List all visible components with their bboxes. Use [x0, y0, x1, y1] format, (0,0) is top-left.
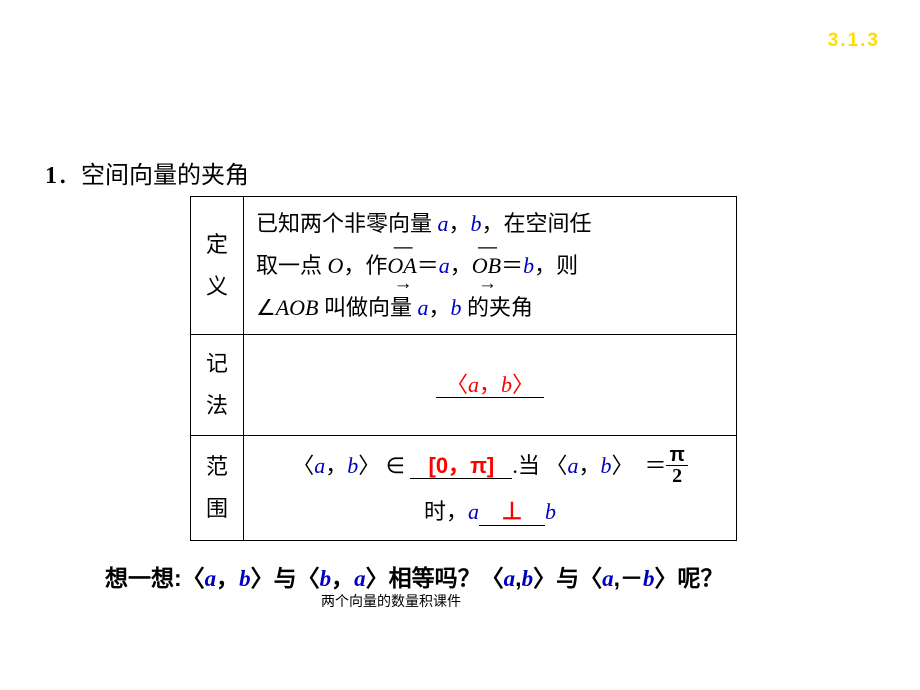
denominator: 2	[666, 466, 687, 486]
table-row: 记 法 〈a，b〉	[191, 335, 737, 436]
comma: ，	[331, 565, 354, 591]
vector-b: b	[239, 566, 251, 591]
bracket: 〈	[545, 453, 567, 478]
vector-b: b	[320, 566, 332, 591]
text: 〉与〈	[251, 565, 320, 591]
label-char: 围	[197, 488, 237, 530]
bracket: 〉	[358, 453, 380, 478]
vector-a: a	[468, 372, 479, 397]
vector-b: b	[522, 566, 534, 591]
vector-a: a	[314, 453, 325, 478]
table-row: 范 围 〈a，b〉 ∈ [0，π].当 〈a，b〉 ＝π2 时，a⊥b	[191, 435, 737, 540]
heading-sep: ．	[57, 163, 81, 189]
comma: ，	[479, 372, 501, 397]
think-lead: 想一想:	[105, 565, 182, 591]
comma: ，	[216, 565, 239, 591]
text: ，作	[343, 253, 387, 278]
neg: －	[620, 565, 643, 591]
label-char: 范	[197, 446, 237, 488]
label-char: 法	[197, 385, 237, 427]
page-number-text: 3.1.3	[828, 30, 880, 51]
answer-range: [0，π]	[429, 453, 495, 478]
angle-sym: ∠	[256, 295, 276, 320]
fraction-pi-2: π2	[666, 445, 687, 486]
point-O: O	[328, 253, 344, 278]
vector-a: a	[418, 295, 429, 320]
row2-label: 记 法	[191, 335, 244, 436]
definition-table: 定 义 已知两个非零向量 a，b，在空间任 取一点 O，作—→OA＝a，—→OB…	[190, 196, 737, 541]
text: 〉呢？	[654, 565, 723, 591]
vector-b: b	[451, 295, 462, 320]
text: ，	[449, 211, 471, 236]
vector-b: b	[600, 453, 611, 478]
arrow-icon: —→	[387, 230, 416, 302]
angle-AOB: AOB	[276, 295, 319, 320]
section-heading: 1．空间向量的夹角	[45, 155, 737, 190]
bracket: 〈	[446, 372, 468, 397]
row1-body: 已知两个非零向量 a，b，在空间任 取一点 O，作—→OA＝a，—→OB＝b，则…	[244, 197, 737, 335]
label-char: 定	[197, 224, 237, 266]
vector-OB: —→OB	[472, 245, 501, 287]
row1-label: 定 义	[191, 197, 244, 335]
equals: ＝	[501, 253, 523, 278]
text: ，则	[534, 253, 578, 278]
bracket: 〈	[292, 453, 314, 478]
row2-body: 〈a，b〉	[244, 335, 737, 436]
heading-text: 空间向量的夹角	[81, 163, 249, 189]
bracket: 〉	[512, 372, 534, 397]
numerator: π	[666, 445, 687, 466]
vector-b: b	[347, 453, 358, 478]
bracket: 〉	[611, 453, 633, 478]
vector-a: a	[504, 566, 516, 591]
text: 时，	[424, 499, 468, 524]
vector-b: b	[643, 566, 655, 591]
vector-a: a	[438, 211, 449, 236]
think-prompt: 想一想:〈a，b〉与〈b，a〉相等吗？〈a,b〉与〈a,－b〉呢？	[105, 559, 737, 593]
page-number: 3.1.3	[828, 30, 880, 52]
vector-a: a	[354, 566, 366, 591]
bracket: 〈	[182, 565, 205, 591]
text: ，	[429, 295, 451, 320]
table-row: 定 义 已知两个非零向量 a，b，在空间任 取一点 O，作—→OA＝a，—→OB…	[191, 197, 737, 335]
equals: ＝	[417, 253, 439, 278]
vector-OA: —→OA	[387, 245, 416, 287]
vector-a: a	[439, 253, 450, 278]
comma: ，	[578, 453, 600, 478]
row3-label: 范 围	[191, 435, 244, 540]
vector-a: a	[205, 566, 217, 591]
perp-symbol: ⊥	[502, 498, 523, 525]
row3-body: 〈a，b〉 ∈ [0，π].当 〈a，b〉 ＝π2 时，a⊥b	[244, 435, 737, 540]
blank-range: [0，π]	[410, 454, 512, 479]
vector-a: a	[602, 566, 614, 591]
vector-b: b	[523, 253, 534, 278]
element-of: ∈	[386, 453, 405, 478]
blank-notation: 〈a，b〉	[436, 373, 544, 398]
equals: ＝	[644, 453, 666, 478]
text: 取一点	[256, 253, 328, 278]
label-char: 记	[197, 343, 237, 385]
text: 〉相等吗？〈	[366, 565, 504, 591]
heading-num: 1	[45, 163, 57, 189]
footnote: 两个向量的数量积课件	[45, 591, 737, 611]
range-line1: 〈a，b〉 ∈ [0，π].当 〈a，b〉 ＝π2	[256, 442, 724, 490]
vector-b: b	[545, 499, 556, 524]
main-content: 1．空间向量的夹角 定 义 已知两个非零向量 a，b，在空间任 取一点 O，作—…	[45, 155, 737, 611]
text: ，	[450, 253, 472, 278]
arrow-icon: —→	[472, 230, 501, 302]
vector-b: b	[501, 372, 512, 397]
vector-a: a	[468, 499, 479, 524]
label-char: 义	[197, 266, 237, 308]
text: 〉与〈	[533, 565, 602, 591]
comma: ，	[325, 453, 347, 478]
blank-perp: ⊥	[479, 500, 545, 525]
range-line2: 时，a ⊥ b	[256, 490, 724, 534]
text: .当	[512, 453, 540, 478]
vector-a: a	[567, 453, 578, 478]
